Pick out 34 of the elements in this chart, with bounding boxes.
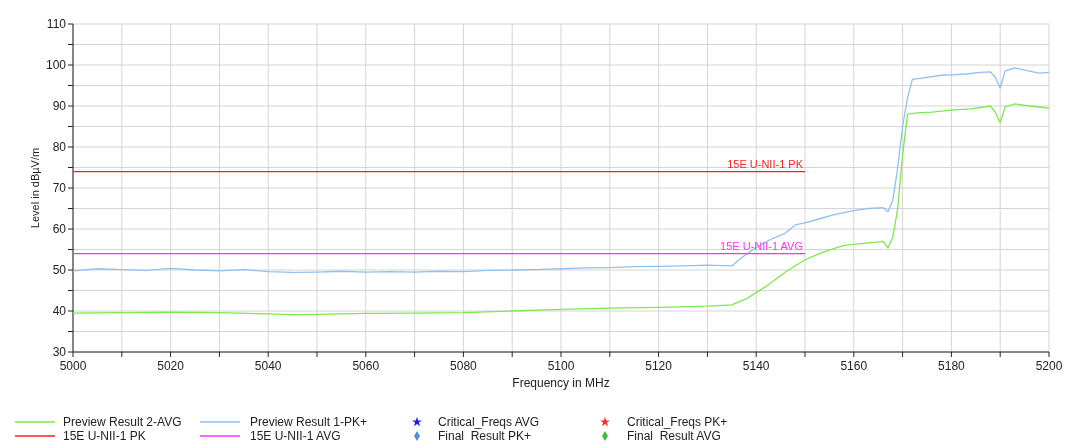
y-tick-label: 100 bbox=[45, 58, 67, 73]
legend-label: Preview Result 2-AVG bbox=[63, 415, 182, 430]
legend-label: Final_Result PK+ bbox=[438, 429, 532, 444]
annotation: 15E U-NII-1 AVG bbox=[720, 239, 803, 252]
x-tick-label: 5200 bbox=[1035, 359, 1063, 373]
y-tick-label: 110 bbox=[46, 17, 67, 32]
legend-label: Critical_Freqs AVG bbox=[438, 415, 540, 430]
x-axis-title: Frequency in MHz bbox=[512, 376, 610, 390]
y-tick-label: 80 bbox=[52, 140, 67, 155]
annotation: 15E U-NII-1 PK bbox=[727, 157, 804, 170]
y-tick-label: 40 bbox=[52, 304, 67, 319]
x-tick-label: 5040 bbox=[254, 359, 282, 373]
x-tick-label: 5100 bbox=[547, 359, 575, 373]
legend-label: Preview Result 1-PK+ bbox=[250, 415, 368, 430]
x-tick-label: 5000 bbox=[59, 359, 87, 373]
legend-label: 15E U-NII-1 PK bbox=[63, 429, 146, 444]
legend-label: 15E U-NII-1 AVG bbox=[250, 429, 341, 444]
y-tick-label: 30 bbox=[52, 345, 67, 360]
x-tick-label: 5120 bbox=[645, 359, 673, 373]
y-tick-label: 60 bbox=[52, 222, 67, 237]
x-tick-label: 5160 bbox=[840, 359, 868, 373]
y-tick-label: 90 bbox=[52, 99, 67, 114]
x-tick-label: 5080 bbox=[450, 359, 478, 373]
line-series bbox=[72, 67, 1050, 274]
legend-label: Critical_Freqs PK+ bbox=[627, 415, 728, 430]
legend-label: Final_Result AVG bbox=[627, 429, 721, 444]
x-tick-label: 5140 bbox=[742, 359, 770, 373]
y-tick-label: 50 bbox=[52, 263, 67, 278]
x-tick-label: 5020 bbox=[157, 359, 185, 373]
x-tick-label: 5180 bbox=[938, 359, 966, 373]
line-series bbox=[72, 103, 1050, 316]
y-tick-label: 70 bbox=[52, 181, 67, 196]
x-tick-label: 5060 bbox=[352, 359, 380, 373]
y-axis-title: Level in dBµV/m bbox=[29, 147, 41, 229]
